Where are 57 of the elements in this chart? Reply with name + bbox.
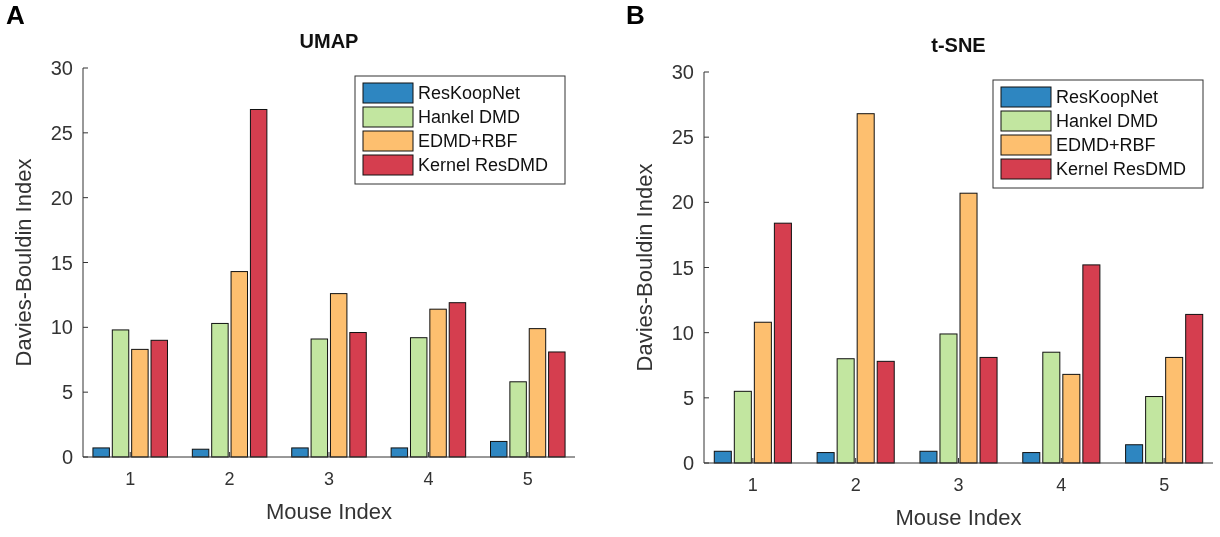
bar <box>548 351 566 458</box>
bar <box>111 329 130 458</box>
bar <box>856 113 875 464</box>
x-tick-label: 3 <box>323 469 335 489</box>
bar <box>773 222 792 464</box>
x-tick-label: 1 <box>747 475 758 495</box>
text: A <box>6 0 25 30</box>
x-tick-label: 2 <box>850 475 861 495</box>
y-axis-title: Davies-Bouldin Index <box>632 163 657 372</box>
bar <box>1185 313 1204 464</box>
x-tick-label: 4 <box>423 469 434 489</box>
x-tick-label: 5 <box>1159 475 1170 495</box>
x-axis-title: Mouse Index <box>266 499 392 524</box>
y-tick-label: 5 <box>61 381 73 404</box>
legend-label: ResKoopNet <box>1056 87 1159 108</box>
bar <box>1165 356 1184 464</box>
y-tick-label: 20 <box>671 191 694 214</box>
x-tick-label: 5 <box>522 469 533 489</box>
bar <box>876 360 895 464</box>
y-tick-label: 25 <box>671 126 694 149</box>
y-tick-label: 30 <box>50 57 73 79</box>
legend-label: Kernel ResDMD <box>418 155 549 176</box>
chart-title: UMAP <box>299 30 359 52</box>
y-tick-label: 25 <box>50 121 73 144</box>
x-tick-label: 3 <box>953 475 964 495</box>
x-tick-label: 2 <box>224 469 235 489</box>
legend-label: ResKoopNet <box>418 83 521 104</box>
legend-label: EDMD+RBF <box>418 131 518 152</box>
y-tick-label: 0 <box>682 452 694 474</box>
bar <box>733 390 752 464</box>
bar <box>390 447 409 458</box>
bar <box>1042 351 1061 464</box>
y-tick-label: 20 <box>50 186 73 209</box>
y-tick-label: 15 <box>50 251 73 274</box>
bar <box>1125 444 1144 464</box>
legend-label: Kernel ResDMD <box>1056 159 1187 180</box>
bar <box>448 302 467 458</box>
bar <box>528 328 547 458</box>
y-tick-label: 10 <box>50 316 73 339</box>
bar <box>753 321 772 464</box>
legend-label: EDMD+RBF <box>1056 135 1156 156</box>
bar <box>92 447 110 458</box>
legend-label: Hankel DMD <box>418 107 521 128</box>
x-tick-label: 1 <box>125 469 136 489</box>
legend-label: Hankel DMD <box>1056 111 1159 132</box>
chart-title: t-SNE <box>931 34 986 56</box>
text: B <box>626 0 645 30</box>
y-tick-label: 10 <box>671 321 694 344</box>
x-axis-title: Mouse Index <box>895 505 1022 530</box>
y-tick-label: 15 <box>671 256 694 279</box>
x-tick-label: 4 <box>1056 475 1067 495</box>
y-axis-title: Davies-Bouldin Index <box>11 158 36 367</box>
y-tick-label: 30 <box>671 61 694 83</box>
bar <box>1145 396 1164 464</box>
y-tick-label: 5 <box>682 386 694 409</box>
y-tick-label: 0 <box>61 446 73 468</box>
bar <box>249 108 268 458</box>
